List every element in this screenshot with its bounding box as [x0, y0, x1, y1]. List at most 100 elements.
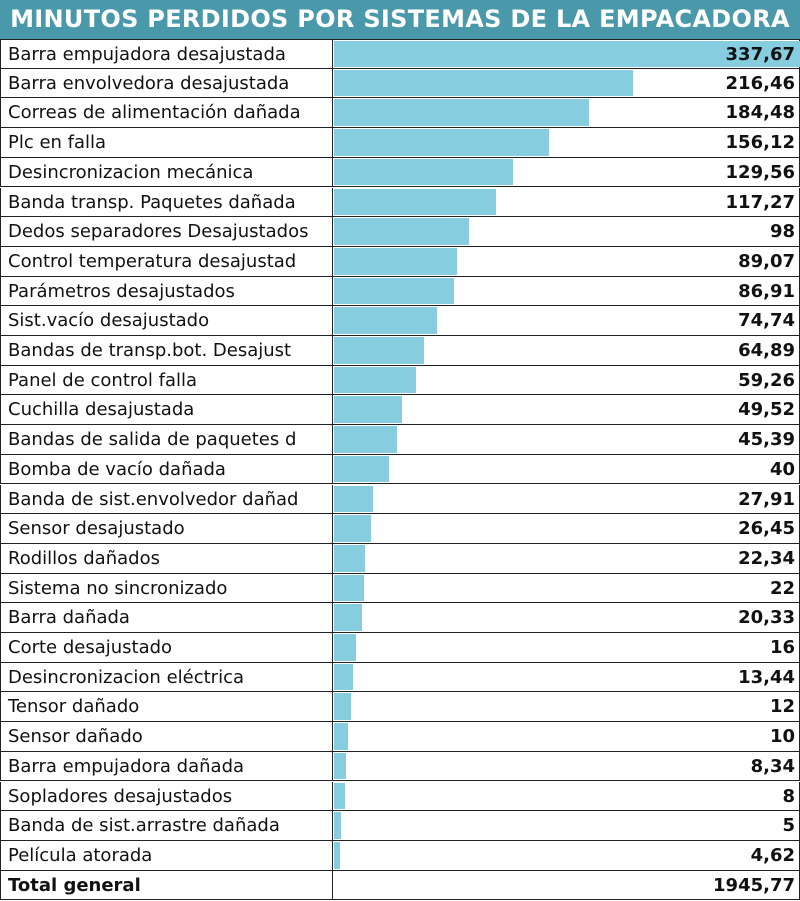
value-label: 8,34: [750, 755, 795, 777]
category-label: Control temperatura desajustad: [0, 246, 332, 277]
table-row: Banda de sist.envolvedor dañad 27,91: [0, 484, 800, 515]
bar-cell: 86,91: [332, 276, 800, 307]
data-bar: [334, 841, 341, 869]
bar-cell: 129,56: [332, 157, 800, 188]
data-bar: [334, 723, 348, 750]
category-label: Sistema no sincronizado: [0, 573, 332, 604]
table-row: Banda de sist.arrastre dañada 5: [0, 811, 800, 841]
value-label: 13,44: [738, 666, 795, 688]
value-label: 337,67: [725, 44, 795, 65]
data-bar: [334, 188, 496, 216]
bar-cell: 8: [332, 781, 800, 812]
category-label: Barra envolvedora desajustada: [0, 68, 332, 99]
data-bar: [334, 129, 550, 156]
bar-cell: 49,52: [332, 395, 800, 426]
category-label: Cuchilla desajustada: [0, 395, 332, 426]
bar-cell: 13,44: [332, 662, 800, 693]
category-label: Bandas de transp.bot. Desajust: [0, 336, 332, 366]
bar-cell: 59,26: [332, 365, 800, 396]
table-row: Rodillos dañados 22,34: [0, 543, 800, 574]
category-label: Desincronizacion mecánica: [0, 157, 332, 188]
value-label: 20,33: [738, 607, 795, 629]
value-label: 156,12: [725, 132, 795, 154]
table-row: Barra envolvedora desajustada 216,46: [0, 68, 800, 99]
category-label: Tensor dañado: [0, 692, 332, 723]
data-bar: [334, 812, 341, 839]
value-label: 59,26: [738, 369, 795, 391]
bar-cell: 12: [332, 692, 800, 723]
table-row: Dedos separadores Desajustados 98: [0, 217, 800, 247]
table-row: Sensor desajustado 26,45: [0, 514, 800, 544]
bar-cell: 22,34: [332, 543, 800, 574]
category-label: Sensor desajustado: [0, 514, 332, 544]
table-row: Banda transp. Paquetes dañada 117,27: [0, 187, 800, 218]
data-bar: [334, 218, 470, 245]
table-row: Barra empujadora desajustada 337,67: [0, 39, 800, 69]
category-label: Sensor dañado: [0, 722, 332, 752]
bar-cell: 10: [332, 722, 800, 752]
bar-cell: 40: [332, 454, 800, 485]
data-bar: [334, 752, 346, 780]
value-label: 22,34: [738, 547, 795, 569]
data-bar: [334, 337, 424, 364]
category-label: Bandas de salida de paquetes d: [0, 425, 332, 455]
bar-cell: 4,62: [332, 840, 800, 871]
value-label: 26,45: [738, 518, 795, 540]
value-label: 10: [769, 726, 795, 748]
bar-cell: 20,33: [332, 603, 800, 633]
category-label: Panel de control falla: [0, 365, 332, 396]
value-label: 12: [769, 696, 795, 718]
data-bar: [334, 693, 351, 721]
data-bar: [334, 515, 371, 542]
table-row: Parámetros desajustados 86,91: [0, 276, 800, 307]
data-bar: [334, 69, 633, 97]
value-label: 129,56: [725, 161, 795, 183]
data-bar: [334, 426, 397, 453]
table-row: Plc en falla 156,12: [0, 128, 800, 158]
data-bar: [334, 277, 454, 305]
value-label: 22: [769, 577, 795, 599]
category-label: Parámetros desajustados: [0, 276, 332, 307]
data-bar: [334, 574, 365, 602]
value-label: 184,48: [725, 102, 795, 124]
bar-cell: 184,48: [332, 98, 800, 129]
bar-cell: 89,07: [332, 246, 800, 277]
category-label: Película atorada: [0, 840, 332, 871]
value-label: 5: [782, 815, 795, 837]
value-label: 16: [769, 637, 795, 658]
table-row: Corte desajustado 16: [0, 633, 800, 663]
category-label: Plc en falla: [0, 128, 332, 158]
table-row: Sist.vacío desajustado 74,74: [0, 306, 800, 336]
value-label: 27,91: [738, 488, 795, 510]
table-row: Correas de alimentación dañada 184,48: [0, 98, 800, 129]
table-row: Desincronizacion eléctrica 13,44: [0, 662, 800, 693]
data-bar: [334, 307, 438, 334]
data-bar: [334, 247, 457, 275]
table-row: Bandas de transp.bot. Desajust 64,89: [0, 336, 800, 366]
category-label: Banda transp. Paquetes dañada: [0, 187, 332, 218]
category-label: Dedos separadores Desajustados: [0, 217, 332, 247]
value-label: 89,07: [738, 250, 795, 272]
value-label: 74,74: [738, 310, 795, 332]
total-value: 1945,77: [713, 874, 795, 896]
data-bar: [334, 544, 365, 572]
category-label: Barra empujadora dañada: [0, 751, 332, 782]
bar-cell: 156,12: [332, 128, 800, 158]
data-bar: [334, 604, 363, 631]
category-label: Sist.vacío desajustado: [0, 306, 332, 336]
table-row: Bomba de vacío dañada 40: [0, 454, 800, 485]
bar-cell: 117,27: [332, 187, 800, 218]
data-bar: [334, 158, 513, 186]
bar-cell: 22: [332, 573, 800, 604]
total-value-cell: 1945,77: [332, 870, 800, 901]
table-row: Desincronizacion mecánica 129,56: [0, 157, 800, 188]
bar-cell: 8,34: [332, 751, 800, 782]
bar-cell: 5: [332, 811, 800, 841]
data-bar: [334, 782, 346, 810]
bar-cell: 27,91: [332, 484, 800, 515]
table-row: Sistema no sincronizado 22: [0, 573, 800, 604]
bar-cell: 26,45: [332, 514, 800, 544]
data-bar: [334, 634, 357, 661]
value-label: 45,39: [738, 429, 795, 451]
table-row: Control temperatura desajustad 89,07: [0, 246, 800, 277]
